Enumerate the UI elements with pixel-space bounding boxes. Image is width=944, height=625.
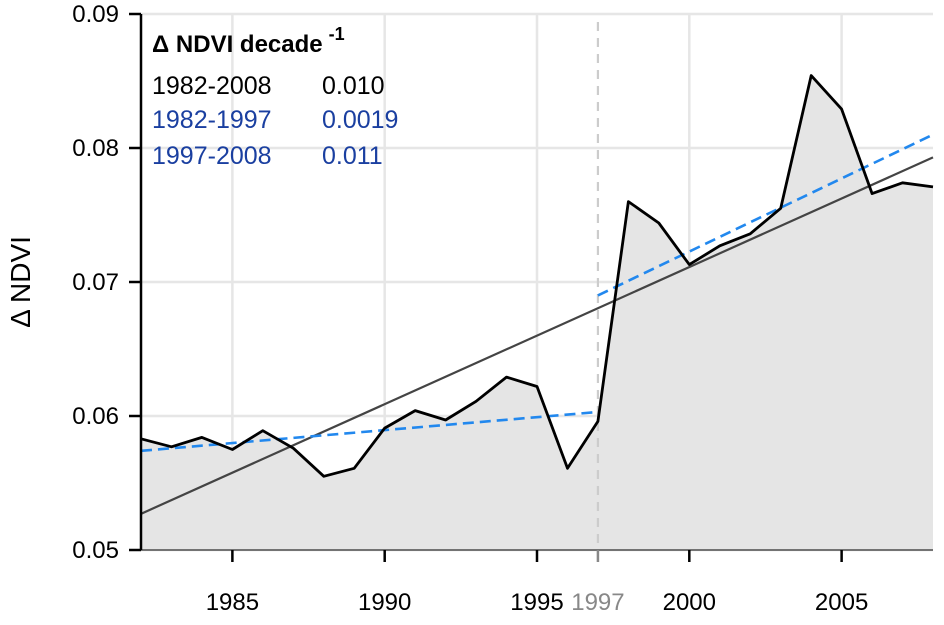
y-tick-label: 0.07 — [72, 269, 119, 296]
legend-title: Δ NDVI decade -1 — [152, 24, 345, 58]
y-axis-label: Δ NDVI — [5, 236, 36, 328]
x-tick-label: 1995 — [510, 589, 563, 616]
y-tick-label: 0.09 — [72, 1, 119, 28]
y-tick-label: 0.06 — [72, 403, 119, 430]
legend-period-1982-2008: 1982-2008 — [152, 72, 272, 100]
legend-title-text: Δ NDVI decade — [152, 31, 323, 58]
x-tick-label: 2000 — [663, 589, 716, 616]
ndvi-area-fill — [141, 75, 933, 550]
y-ticks: 0.05 0.06 0.07 0.08 0.09 — [72, 1, 141, 564]
trend-line-1982-2008 — [140, 156, 934, 515]
legend-period-1982-1997: 1982-1997 — [152, 106, 272, 134]
legend-title-superscript: -1 — [329, 24, 345, 44]
x-tick-label: 1990 — [358, 589, 411, 616]
y-tick-label: 0.05 — [72, 537, 119, 564]
observed-ndvi-line — [140, 74, 934, 478]
legend-value-1997-2008: 0.011 — [322, 142, 383, 170]
y-tick-label: 0.08 — [72, 135, 119, 162]
trend-line-1997-2008 — [597, 133, 934, 297]
legend-period-1997-2008: 1997-2008 — [152, 142, 272, 170]
x-tick-label: 1985 — [206, 589, 259, 616]
breakpoint-tick-label: 1997 — [571, 589, 624, 616]
legend-value-1982-2008: 0.010 — [322, 72, 385, 100]
x-tick-label: 2005 — [815, 589, 868, 616]
x-ticks: 1985 1990 1995 2000 2005 1997 — [206, 550, 868, 616]
legend: Δ NDVI decade -1 1982-2008 0.010 1982-199… — [152, 24, 398, 170]
legend-value-1982-1997: 0.0019 — [322, 106, 398, 134]
